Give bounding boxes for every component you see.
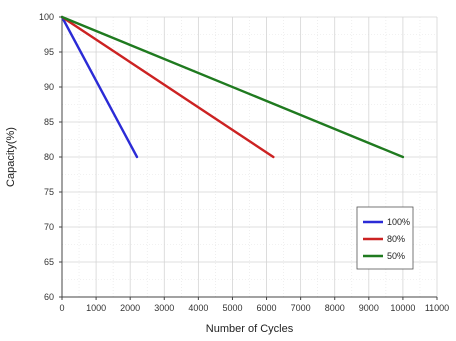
x-tick-label: 8000 [325,303,345,313]
legend-label: 80% [387,234,405,244]
x-tick-label: 3000 [154,303,174,313]
series-line-80pct [60,15,275,159]
x-tick-label: 1000 [86,303,106,313]
x-tick-label: 2000 [120,303,140,313]
x-tick-label: 6000 [257,303,277,313]
x-tick-label: 4000 [188,303,208,313]
y-tick-label: 60 [44,292,54,302]
series-line-50pct [60,15,405,159]
legend-label: 50% [387,251,405,261]
y-tick-label: 85 [44,117,54,127]
x-tick-label: 9000 [359,303,379,313]
x-axis-title: Number of Cycles [206,323,294,335]
x-tick-label: 0 [59,303,64,313]
series-line-100pct [60,15,139,159]
x-tick-label: 11000 [425,303,449,313]
axes: 0 1000 2000 3000 4000 5000 6000 7000 8000 9000 100… [39,12,449,313]
legend-label: 100% [387,217,410,227]
x-tick-label: 5000 [222,303,242,313]
y-tick-label: 90 [44,82,54,92]
x-tick-label: 10000 [390,303,415,313]
x-tick-label: 7000 [291,303,311,313]
y-tick-label: 70 [44,222,54,232]
y-tick-label: 100 [39,12,54,22]
y-tick-label: 65 [44,257,54,267]
y-tick-label: 95 [44,47,54,57]
y-tick-label: 80 [44,152,54,162]
y-tick-label: 75 [44,187,54,197]
plot-series [60,15,405,159]
legend: 100% 80% 50% [356,206,414,270]
y-axis-title: Capacity(%) [5,127,17,187]
